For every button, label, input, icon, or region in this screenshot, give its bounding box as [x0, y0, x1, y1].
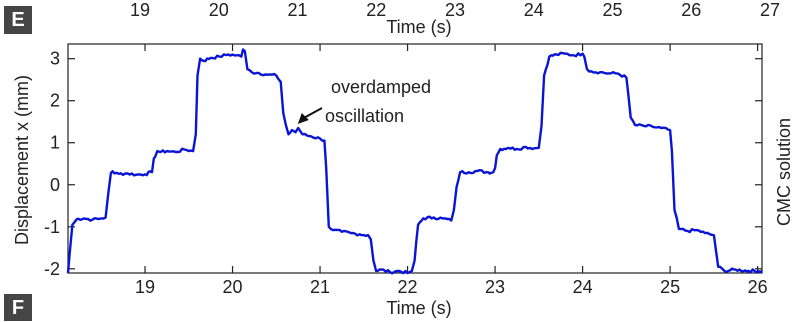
x-tick-label: 22 — [398, 277, 418, 297]
x-tick-label: 19 — [135, 277, 155, 297]
x-axis-title: Time (s) — [386, 298, 451, 318]
annotation-line2: oscillation — [325, 106, 404, 126]
top-axis-tick-label: 22 — [366, 0, 386, 20]
x-tick-label: 26 — [748, 277, 768, 297]
y-axis: 3 2 1 0 -1 -2 — [44, 49, 762, 279]
series-line — [66, 48, 763, 275]
y-tick-label: 1 — [50, 133, 60, 153]
x-tick-label: 24 — [573, 277, 593, 297]
x-tick-label: 20 — [223, 277, 243, 297]
panel-label-f: F — [4, 294, 32, 321]
top-axis-tick-label: 24 — [524, 0, 544, 20]
x-axis: 19 20 21 22 23 24 25 26 — [135, 44, 768, 297]
top-axis-tick-label: 26 — [681, 0, 701, 20]
top-time-axis: 19 20 21 22 23 24 25 26 27 — [130, 0, 780, 20]
annotation-arrow — [297, 107, 323, 125]
y-tick-label: 3 — [50, 49, 60, 69]
annotation-line1: overdamped — [331, 77, 431, 97]
top-axis-tick-label: 20 — [209, 0, 229, 20]
x-tick-label: 25 — [660, 277, 680, 297]
top-axis-tick-label: 27 — [760, 0, 780, 20]
y-tick-label: -1 — [44, 217, 60, 237]
panel-label-e: E — [4, 6, 32, 34]
y-tick-label: 2 — [50, 91, 60, 111]
top-axis-tick-label: 23 — [445, 0, 465, 20]
side-label: CMC solution — [774, 118, 794, 226]
top-axis-tick-label: 19 — [130, 0, 150, 20]
y-tick-label: 0 — [50, 175, 60, 195]
y-tick-label: -2 — [44, 259, 60, 279]
x-tick-label: 23 — [485, 277, 505, 297]
x-tick-label: 21 — [310, 277, 330, 297]
y-axis-title: Displacement x (mm) — [12, 75, 32, 245]
top-axis-title: Time (s) — [386, 17, 451, 37]
top-axis-tick-label: 21 — [287, 0, 307, 20]
top-axis-tick-label: 25 — [602, 0, 622, 20]
plot-frame — [67, 43, 763, 274]
